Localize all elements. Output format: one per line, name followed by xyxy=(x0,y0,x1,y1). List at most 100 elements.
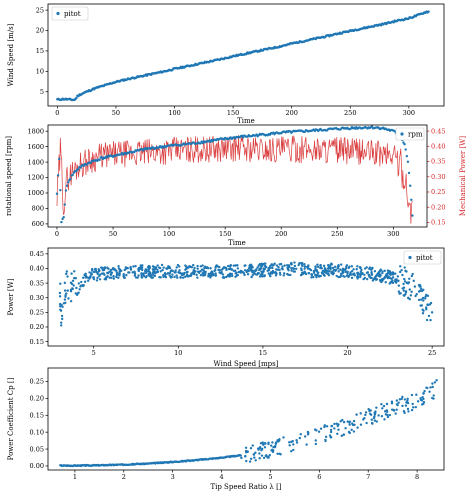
data-point xyxy=(344,270,348,274)
data-point xyxy=(178,269,181,272)
y-tick-label: 1600 xyxy=(27,143,44,151)
data-point xyxy=(248,460,252,463)
data-point xyxy=(234,264,237,267)
data-point xyxy=(330,424,333,428)
data-point xyxy=(324,435,328,439)
data-point xyxy=(167,265,170,268)
data-point xyxy=(61,317,64,321)
data-point xyxy=(341,267,345,270)
data-point xyxy=(349,271,352,274)
x-tick-label: 300 xyxy=(387,230,399,238)
data-point xyxy=(326,270,330,273)
data-point xyxy=(66,275,69,278)
x-tick-labels: 1 2 3 4 5 6 7 8 xyxy=(73,470,419,481)
data-point xyxy=(375,406,378,409)
data-point xyxy=(163,271,167,275)
data-point xyxy=(98,158,101,162)
data-point xyxy=(183,271,186,275)
data-point xyxy=(75,286,78,290)
data-point xyxy=(397,401,400,404)
data-point xyxy=(65,270,69,273)
data-point xyxy=(289,262,293,266)
data-point xyxy=(365,271,369,275)
data-point xyxy=(321,272,324,275)
data-point xyxy=(342,271,345,274)
data-point xyxy=(262,456,266,460)
y-tick-label: 0.00 xyxy=(30,462,44,470)
data-point xyxy=(263,274,266,277)
data-point xyxy=(239,454,243,457)
data-point xyxy=(258,267,261,271)
right-y-tick-label: 0.40 xyxy=(431,143,445,151)
data-point xyxy=(380,414,384,418)
data-point xyxy=(278,452,281,455)
data-point xyxy=(403,266,406,269)
data-point xyxy=(368,266,372,269)
data-point xyxy=(89,161,92,165)
data-point xyxy=(151,268,155,271)
data-point xyxy=(370,271,373,274)
data-point xyxy=(337,265,340,268)
x-tick-label: 50 xyxy=(112,109,120,117)
data-point xyxy=(410,393,414,397)
x-tick-label: 200 xyxy=(285,109,297,117)
data-point xyxy=(132,265,135,268)
data-point xyxy=(429,386,432,389)
data-point xyxy=(247,270,250,273)
data-point xyxy=(244,264,247,267)
data-point xyxy=(211,274,214,277)
data-point xyxy=(423,389,426,393)
data-point xyxy=(228,275,232,278)
data-point xyxy=(345,274,349,278)
data-point xyxy=(181,276,185,279)
data-point xyxy=(61,217,64,221)
x-tick-label: 5 xyxy=(268,473,272,481)
legend-label: pitot xyxy=(64,10,81,18)
data-point xyxy=(373,419,377,422)
data-point xyxy=(421,296,425,300)
data-point xyxy=(231,274,234,278)
data-point xyxy=(64,189,68,192)
data-point xyxy=(58,157,61,161)
data-point xyxy=(79,166,82,169)
data-point xyxy=(377,414,380,417)
data-point xyxy=(353,423,356,427)
x-tick-labels: 5 10 15 20 25 xyxy=(92,346,436,357)
panel-4: 1 2 3 4 5 6 7 8 0.00 0.05 0.10 0.15 0.20 0.25 Tip Sp… xyxy=(7,367,445,491)
data-point xyxy=(270,449,273,452)
data-point xyxy=(117,264,120,268)
data-point xyxy=(60,220,63,224)
right-y-axis-label: Mechanical Power [W] xyxy=(459,136,467,216)
data-point xyxy=(115,275,118,279)
data-point xyxy=(356,426,359,429)
data-point xyxy=(397,290,401,293)
data-point xyxy=(324,439,327,443)
data-point xyxy=(401,395,404,399)
data-point xyxy=(404,291,408,294)
data-point xyxy=(356,271,360,275)
y-tick-label: 15 xyxy=(36,47,44,55)
data-point xyxy=(258,275,262,278)
data-point xyxy=(316,265,320,269)
data-point xyxy=(360,268,363,272)
data-point xyxy=(332,271,335,275)
data-point xyxy=(223,266,226,269)
data-point xyxy=(127,271,130,274)
legend: pitot xyxy=(403,250,442,265)
data-point xyxy=(209,276,212,279)
data-point xyxy=(141,264,144,267)
data-point xyxy=(363,276,367,280)
data-point xyxy=(270,263,273,266)
data-point xyxy=(293,270,297,273)
data-point xyxy=(347,266,350,270)
data-point xyxy=(359,275,362,279)
x-tick-label: 25 xyxy=(428,349,436,357)
data-point xyxy=(333,427,336,430)
data-point xyxy=(103,266,107,269)
data-point xyxy=(92,276,95,279)
data-point xyxy=(384,281,387,284)
data-point xyxy=(193,266,196,270)
data-point xyxy=(344,267,348,270)
data-point xyxy=(269,444,273,447)
